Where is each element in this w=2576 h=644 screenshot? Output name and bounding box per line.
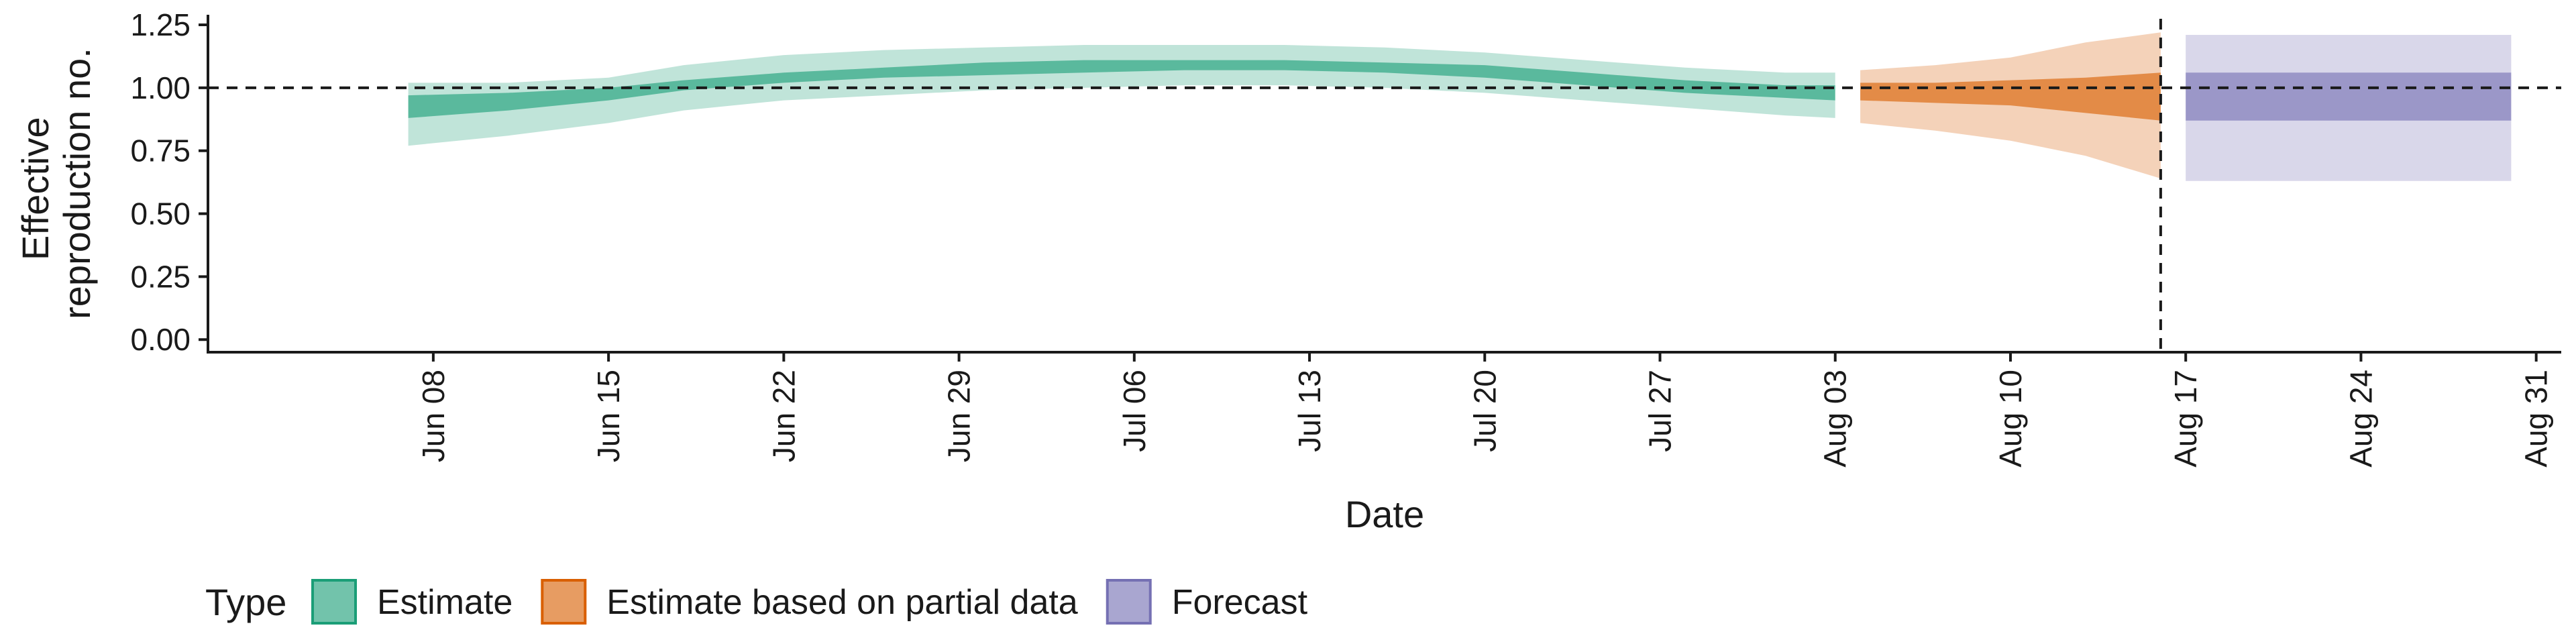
y-tick-label: 0.50: [130, 197, 191, 231]
uncertainty-bands: [408, 32, 2512, 181]
x-tick-label: Jun 22: [766, 370, 801, 462]
x-tick-label: Jul 13: [1292, 370, 1327, 452]
legend-label-estimate: Estimate: [377, 583, 513, 622]
x-tick-label: Aug 03: [1818, 370, 1853, 468]
x-axis-ticks: Jun 08 Jun 15 Jun 22 Jun 29 Jul 06 Jul 13 Jul …: [416, 352, 2554, 468]
legend-label-forecast: Forecast: [1172, 583, 1308, 622]
estimate-based-on-partial-data-band-50: [1860, 72, 2161, 121]
x-tick-label: Jun 29: [942, 370, 977, 462]
legend-label-estimate-based-on-partial-data: Estimate based on partial data: [606, 583, 1078, 622]
y-axis-title-line-1: Effective: [14, 117, 56, 260]
legend-key-estimate: [311, 579, 357, 625]
y-axis-title-line-2: reproduction no.: [56, 48, 98, 319]
x-tick-label: Jul 20: [1467, 370, 1502, 452]
estimate-based-on-partial-data-band-90: [1860, 32, 2161, 178]
y-tick-label: 0.75: [130, 133, 191, 168]
x-tick-label: Jun 08: [416, 370, 451, 462]
x-tick-label: Aug 24: [2343, 370, 2378, 468]
y-tick-label: 1.00: [130, 70, 191, 105]
legend-key-forecast: [1106, 579, 1152, 625]
x-tick-label: Aug 31: [2519, 370, 2554, 468]
x-tick-label: Jul 27: [1643, 370, 1678, 452]
x-tick-label: Jun 15: [591, 370, 626, 462]
legend: Type Estimate Estimate based on partial d…: [205, 579, 1308, 625]
x-axis-title: Date: [1345, 493, 1424, 535]
legend-key-estimate-based-on-partial-data: [541, 579, 587, 625]
forecast-band-50: [2186, 72, 2512, 121]
y-axis-title: Effective reproduction no.: [14, 48, 98, 319]
estimate-band-50: [408, 60, 1835, 118]
legend-title: Type: [205, 581, 286, 623]
y-axis-ticks: 0.00 0.25 0.50 0.75 1.00 1.25: [130, 7, 208, 357]
x-tick-label: Aug 10: [1993, 370, 2028, 468]
y-tick-label: 0.25: [130, 259, 191, 294]
y-tick-label: 1.25: [130, 7, 191, 42]
y-tick-label: 0.00: [130, 322, 191, 357]
x-tick-label: Jul 06: [1117, 370, 1152, 452]
x-tick-label: Aug 17: [2168, 370, 2203, 468]
